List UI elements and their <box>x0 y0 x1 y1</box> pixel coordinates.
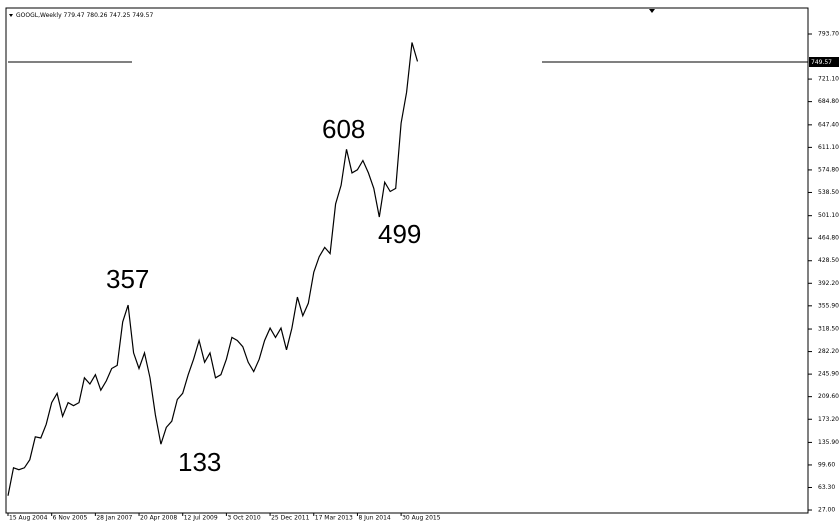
annotation: 357 <box>106 264 149 294</box>
y-tick-label: 538.50 <box>818 189 839 196</box>
y-tick-label: 574.80 <box>818 166 839 173</box>
x-tick-label: 3 Oct 2010 <box>227 515 260 521</box>
y-tick-label: 611.10 <box>818 144 839 151</box>
x-tick-label: 8 Jun 2014 <box>358 515 390 521</box>
chart-title: GOOGL,Weekly 779.47 780.26 747.25 749.57 <box>16 12 153 19</box>
shift-marker <box>649 9 655 13</box>
y-tick-label: 99.60 <box>818 461 835 468</box>
y-tick-label: 721.10 <box>818 76 839 83</box>
annotation: 499 <box>378 219 421 249</box>
x-tick-label: 25 Dec 2011 <box>271 515 310 521</box>
x-tick-label: 17 Mar 2013 <box>315 515 353 521</box>
x-tick-label: 6 Nov 2005 <box>53 515 88 521</box>
y-tick-label: 464.80 <box>818 235 839 242</box>
x-tick-label: 30 Aug 2015 <box>402 515 441 521</box>
annotation: 608 <box>322 114 365 144</box>
price-line-series <box>7 42 419 496</box>
y-tick-label: 245.90 <box>818 371 839 378</box>
y-tick-label: 684.80 <box>818 98 839 105</box>
price-label-box <box>809 57 839 67</box>
y-tick-label: 392.20 <box>818 280 839 287</box>
x-tick-label: 20 Apr 2008 <box>140 515 177 521</box>
y-tick-label: 282.20 <box>818 348 839 355</box>
y-tick-label: 318.50 <box>818 326 839 333</box>
x-tick-label: 12 Jul 2009 <box>184 515 218 521</box>
y-tick-label: 793.70 <box>818 31 839 38</box>
y-tick-label: 173.20 <box>818 416 839 423</box>
x-tick-label: 28 Jan 2007 <box>96 515 132 521</box>
y-tick-label: 209.60 <box>818 393 839 400</box>
price-label: 749.57 <box>811 59 832 66</box>
y-tick-label: 27.00 <box>818 507 835 514</box>
y-tick-label: 63.30 <box>818 484 835 491</box>
menu-arrow[interactable] <box>9 14 13 17</box>
annotation: 133 <box>178 447 221 477</box>
x-tick-label: 15 Aug 2004 <box>9 515 48 521</box>
y-tick-label: 647.40 <box>818 121 839 128</box>
y-tick-label: 135.90 <box>818 439 839 446</box>
y-tick-label: 428.50 <box>818 257 839 264</box>
y-tick-label: 355.90 <box>818 302 839 309</box>
y-tick-label: 501.10 <box>818 212 839 219</box>
